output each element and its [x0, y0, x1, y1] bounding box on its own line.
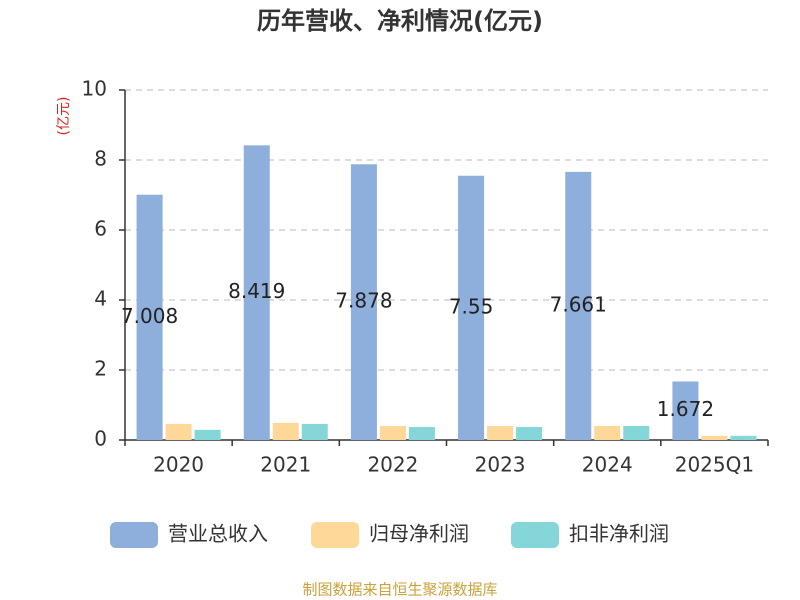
y-tick-label: 10 — [82, 77, 107, 101]
y-tick-label: 0 — [94, 427, 107, 451]
value-label: 8.419 — [228, 279, 285, 303]
value-label: 7.008 — [121, 304, 178, 328]
y-tick-label: 2 — [94, 357, 107, 381]
bar — [194, 429, 221, 440]
y-tick-label: 6 — [94, 217, 107, 241]
bar — [487, 426, 514, 440]
bar — [701, 435, 728, 440]
x-tick-label: 2024 — [582, 453, 633, 477]
bar — [730, 435, 757, 440]
bar — [136, 194, 163, 440]
bar — [623, 426, 650, 440]
bar — [379, 426, 406, 440]
legend-label: 归母净利润 — [369, 522, 469, 546]
bar — [243, 145, 270, 440]
bar — [301, 423, 328, 440]
value-label: 7.55 — [449, 294, 494, 318]
legend-swatch — [110, 522, 158, 548]
bar — [516, 427, 543, 440]
x-tick-label: 2020 — [153, 453, 204, 477]
x-tick-label: 2022 — [367, 453, 418, 477]
bar — [408, 427, 435, 440]
bar — [272, 422, 299, 440]
bar — [594, 426, 621, 440]
value-label: 7.878 — [335, 289, 392, 313]
legend-swatch — [311, 522, 359, 548]
legend-label: 扣非净利润 — [569, 522, 669, 546]
x-tick-label: 2023 — [475, 453, 526, 477]
y-tick-label: 4 — [94, 287, 107, 311]
legend-label: 营业总收入 — [168, 522, 268, 546]
x-tick-label: 2025Q1 — [675, 453, 754, 477]
bar — [165, 423, 192, 440]
bar — [672, 381, 699, 440]
value-label: 7.661 — [550, 292, 607, 316]
source-note: 制图数据来自恒生聚源数据库 — [302, 581, 497, 599]
chart-title: 历年营收、净利情况(亿元) — [257, 7, 543, 35]
bar — [458, 175, 485, 440]
bar — [565, 171, 592, 441]
bar — [350, 164, 377, 440]
y-tick-label: 8 — [94, 147, 107, 171]
value-label: 1.672 — [657, 397, 714, 421]
y-axis-label: (亿元) — [56, 97, 72, 136]
legend-swatch — [511, 522, 559, 548]
x-tick-label: 2021 — [260, 453, 311, 477]
